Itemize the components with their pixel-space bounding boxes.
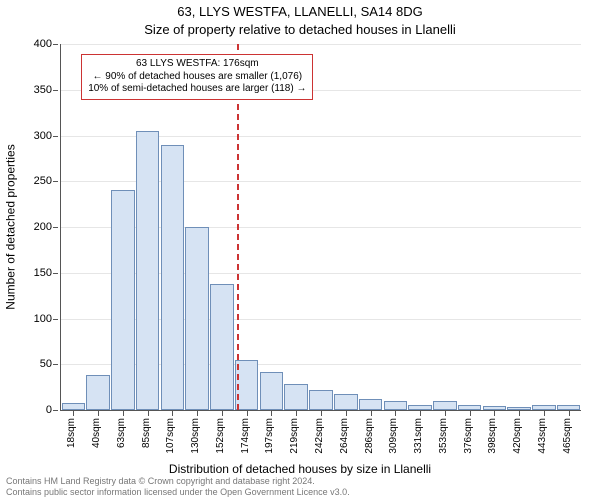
footer-line1: Contains HM Land Registry data © Crown c… — [6, 476, 350, 487]
x-tick — [470, 411, 471, 416]
x-tick-label: 376sqm — [463, 418, 474, 468]
x-tick — [346, 411, 347, 416]
histogram-bar — [62, 403, 86, 410]
x-tick — [395, 411, 396, 416]
histogram-bar — [384, 401, 408, 410]
x-tick — [420, 411, 421, 416]
x-tick-label: 465sqm — [562, 418, 573, 468]
x-tick-label: 107sqm — [165, 418, 176, 468]
x-tick-label: 242sqm — [314, 418, 325, 468]
x-tick — [371, 411, 372, 416]
histogram-bar — [507, 407, 531, 410]
x-tick — [321, 411, 322, 416]
x-tick — [519, 411, 520, 416]
y-tick-label: 300 — [34, 130, 52, 142]
x-tick-label: 398sqm — [487, 418, 498, 468]
histogram-bar — [433, 401, 457, 410]
x-tick-label: 309sqm — [388, 418, 399, 468]
y-tick — [53, 273, 58, 274]
y-axis-label-wrap: Number of detached properties — [4, 44, 18, 410]
x-tick-label: 63sqm — [116, 418, 127, 468]
x-tick — [172, 411, 173, 416]
x-tick-label: 130sqm — [190, 418, 201, 468]
x-tick — [247, 411, 248, 416]
y-tick-label: 350 — [34, 84, 52, 96]
chart-title-line1: 63, LLYS WESTFA, LLANELLI, SA14 8DG — [0, 4, 600, 19]
y-tick — [53, 364, 58, 365]
y-tick-label: 250 — [34, 175, 52, 187]
histogram-bar — [334, 394, 358, 410]
y-tick-label: 50 — [40, 358, 52, 370]
y-tick-label: 150 — [34, 267, 52, 279]
y-tick — [53, 410, 58, 411]
x-tick — [569, 411, 570, 416]
histogram-bar — [309, 390, 333, 410]
annotation-line: 63 LLYS WESTFA: 176sqm — [88, 58, 306, 71]
x-tick-label: 197sqm — [264, 418, 275, 468]
x-tick-label: 331sqm — [413, 418, 424, 468]
histogram-bar — [260, 372, 284, 410]
x-tick — [73, 411, 74, 416]
x-tick-label: 443sqm — [537, 418, 548, 468]
x-tick — [98, 411, 99, 416]
histogram-bar — [557, 405, 581, 410]
x-tick-label: 85sqm — [141, 418, 152, 468]
x-tick — [296, 411, 297, 416]
x-tick-label: 152sqm — [215, 418, 226, 468]
chart-title-line2: Size of property relative to detached ho… — [0, 22, 600, 37]
footer-attribution: Contains HM Land Registry data © Crown c… — [6, 476, 350, 498]
histogram-bar — [185, 227, 209, 410]
annotation-line: 10% of semi-detached houses are larger (… — [88, 83, 306, 96]
plot-area: 63 LLYS WESTFA: 176sqm← 90% of detached … — [60, 44, 581, 411]
x-tick — [123, 411, 124, 416]
histogram-bar — [532, 405, 556, 410]
histogram-bar — [210, 284, 234, 410]
x-tick-label: 219sqm — [289, 418, 300, 468]
gridline — [61, 44, 581, 45]
x-tick — [445, 411, 446, 416]
x-tick-label: 174sqm — [240, 418, 251, 468]
annotation-line: ← 90% of detached houses are smaller (1,… — [88, 71, 306, 84]
y-tick-label: 100 — [34, 313, 52, 325]
y-tick — [53, 90, 58, 91]
x-tick — [494, 411, 495, 416]
y-axis-label: Number of detached properties — [4, 144, 18, 309]
y-tick-label: 200 — [34, 221, 52, 233]
y-tick — [53, 136, 58, 137]
histogram-bar — [136, 131, 160, 410]
y-tick — [53, 227, 58, 228]
footer-line2: Contains public sector information licen… — [6, 487, 350, 498]
y-tick-label: 400 — [34, 38, 52, 50]
x-tick-label: 286sqm — [364, 418, 375, 468]
y-tick — [53, 319, 58, 320]
y-tick-label: 0 — [46, 404, 52, 416]
histogram-bar — [458, 405, 482, 410]
x-tick — [148, 411, 149, 416]
histogram-bar — [284, 384, 308, 410]
histogram-bar — [483, 406, 507, 410]
x-tick-label: 40sqm — [91, 418, 102, 468]
histogram-bar — [111, 190, 135, 410]
histogram-bar — [408, 405, 432, 410]
x-tick — [222, 411, 223, 416]
histogram-bar — [359, 399, 383, 410]
y-tick — [53, 181, 58, 182]
x-tick — [544, 411, 545, 416]
x-tick — [197, 411, 198, 416]
x-tick-label: 18sqm — [66, 418, 77, 468]
x-tick-label: 353sqm — [438, 418, 449, 468]
histogram-bar — [86, 375, 110, 410]
x-tick-label: 264sqm — [339, 418, 350, 468]
x-tick — [271, 411, 272, 416]
annotation-box: 63 LLYS WESTFA: 176sqm← 90% of detached … — [81, 54, 313, 100]
histogram-bar — [161, 145, 185, 410]
y-tick — [53, 44, 58, 45]
x-tick-label: 420sqm — [512, 418, 523, 468]
chart-container: 63, LLYS WESTFA, LLANELLI, SA14 8DG Size… — [0, 0, 600, 500]
x-axis-label: Distribution of detached houses by size … — [0, 462, 600, 476]
